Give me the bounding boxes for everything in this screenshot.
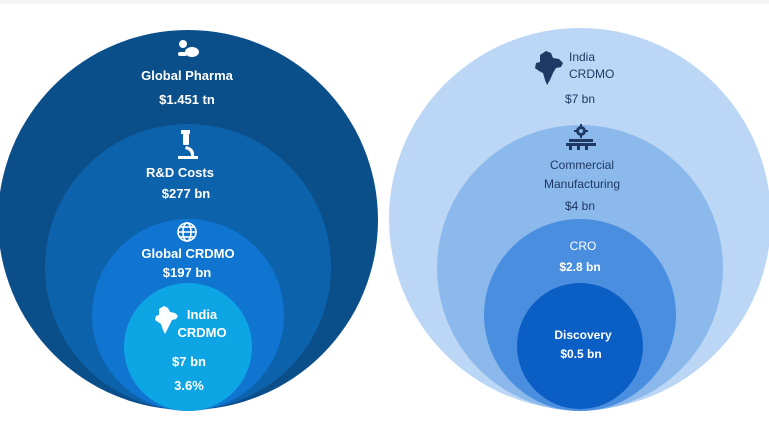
circle-india-crdmo-left [124,283,252,411]
india-crdmo-left-share: 3.6% [174,378,204,393]
rd-costs-value: $277 bn [161,186,211,201]
factory-gear-icon [566,124,596,150]
global-crdmo-label: Global CRDMO [141,246,235,261]
cro-value: $2.8 bn [559,260,601,274]
india-crdmo-left-line2: CRDMO [177,325,227,340]
india-crdmo-right-line2: CRDMO [569,67,615,81]
globe-icon [177,222,197,242]
global-crdmo-value: $197 bn [162,265,212,280]
india-crdmo-right-value: $7 bn [564,92,596,106]
india-map-icon [155,306,178,334]
india-crdmo-left-value: $7 bn [172,354,206,369]
cro-label: CRO [569,239,597,253]
india-crdmo-right-line1: India [569,50,596,64]
india-map-icon-right [535,51,563,85]
commercial-manufacturing-value: $4 bn [564,199,596,213]
top-band [0,0,769,4]
discovery-value: $0.5 bn [560,347,602,361]
commercial-manufacturing-line1: Commercial [549,158,615,172]
global-pharma-value: $1.451 tn [159,92,215,107]
microscope-icon [178,130,198,159]
discovery-label: Discovery [554,328,612,342]
global-pharma-label: Global Pharma [141,68,233,83]
pills-icon [178,40,199,57]
india-crdmo-left-line1: India [186,307,218,322]
rd-costs-label: R&D Costs [146,165,214,180]
commercial-manufacturing-line2: Manufacturing [543,177,621,191]
circle-discovery [517,283,643,409]
